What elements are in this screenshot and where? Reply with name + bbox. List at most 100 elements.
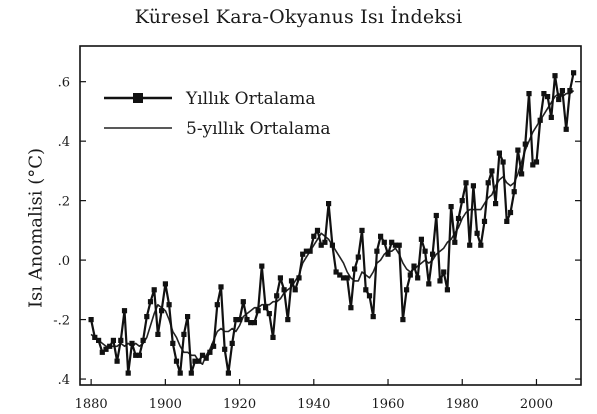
annual-point (266, 311, 272, 317)
annual-point (125, 370, 131, 376)
annual-point (378, 233, 384, 239)
annual-point (545, 94, 551, 100)
annual-point (441, 269, 447, 275)
annual-point (363, 287, 369, 293)
annual-point (556, 96, 562, 103)
annual-point (121, 308, 128, 314)
annual-point (196, 358, 202, 364)
annual-point (337, 272, 343, 278)
annual-point (218, 284, 224, 290)
annual-point (418, 236, 424, 242)
annual-point (255, 308, 261, 314)
series-line-annual (90, 72, 575, 375)
annual-point (381, 239, 387, 245)
annual-point (129, 340, 135, 346)
annual-point (166, 302, 172, 308)
x-tick-label: 1880 (75, 397, 108, 412)
y-tick-label: .0 (58, 254, 70, 269)
annual-point (370, 314, 376, 320)
annual-point (270, 334, 276, 340)
plot-frame (79, 45, 582, 386)
annual-point (478, 242, 484, 248)
annual-point (181, 331, 187, 337)
annual-point (459, 198, 465, 204)
annual-point (322, 239, 328, 245)
annual-point (233, 317, 239, 323)
annual-point (300, 251, 306, 257)
annual-point (448, 204, 454, 210)
annual-point (385, 251, 391, 257)
annual-point (411, 263, 417, 269)
annual-point (314, 227, 321, 233)
annual-point (107, 343, 113, 349)
annual-point (430, 251, 436, 257)
x-tick-label: 1960 (371, 397, 404, 412)
annual-point (415, 275, 421, 281)
legend-label-5-year: 5-yıllık Ortalama (186, 119, 330, 139)
annual-point (140, 337, 146, 343)
chart-title: Küresel Kara-Okyanus Isı İndeksi (134, 6, 463, 28)
annual-point (567, 88, 573, 94)
annual-point (170, 340, 176, 346)
annual-point (118, 337, 124, 343)
annual-point (277, 275, 283, 281)
annual-point (214, 302, 220, 308)
annual-point (96, 337, 102, 343)
annual-point (326, 201, 332, 207)
annual-point (133, 352, 139, 358)
annual-point (311, 233, 317, 239)
annual-point (155, 331, 161, 337)
annual-point (348, 305, 354, 311)
annual-point (159, 308, 165, 314)
annual-point (489, 168, 495, 174)
annual-point (285, 317, 291, 323)
annual-point (400, 317, 406, 323)
annual-point (303, 248, 309, 254)
annual-point (151, 287, 157, 293)
annual-point (407, 272, 413, 278)
annual-point (225, 370, 231, 376)
annual-point (244, 317, 250, 323)
y-tick-label: .6 (58, 76, 70, 91)
annual-point (136, 352, 142, 358)
annual-point (526, 91, 532, 97)
annual-point (552, 73, 558, 79)
x-tick-label: 1900 (149, 397, 182, 412)
annual-point (192, 358, 198, 364)
annual-point (559, 88, 565, 94)
annual-point (571, 70, 577, 76)
y-tick-label: .4 (58, 373, 70, 388)
annual-point (352, 266, 358, 272)
annual-point (396, 242, 402, 248)
annual-point (504, 218, 510, 224)
annual-point (147, 299, 154, 305)
annual-point (237, 317, 243, 323)
annual-point (366, 293, 373, 299)
annual-point (173, 358, 180, 364)
annual-point (519, 171, 525, 177)
annual-point (88, 317, 94, 323)
annual-point (389, 239, 395, 245)
annual-point (422, 248, 428, 254)
annual-point (444, 287, 450, 293)
x-tick-label: 1980 (446, 397, 479, 412)
annual-point (481, 218, 488, 224)
annual-point (340, 275, 347, 281)
annual-point (507, 209, 514, 216)
annual-point (274, 293, 280, 299)
annual-point (248, 320, 254, 326)
annual-point (229, 340, 235, 346)
annual-point (329, 242, 335, 248)
annual-point (511, 189, 517, 195)
x-axis-ticks: 1880 1900 1920 1940 1960 1980 2000 (75, 379, 553, 412)
series-line-5-year (90, 89, 575, 366)
annual-point (288, 278, 295, 284)
y-tick-label: .4 (58, 135, 70, 150)
annual-point (522, 141, 528, 147)
annual-point (162, 281, 168, 287)
annual-point (92, 334, 98, 340)
annual-point (259, 263, 265, 269)
annual-point (211, 343, 217, 349)
legend-label-annual: Yıllık Ortalama (185, 89, 316, 109)
